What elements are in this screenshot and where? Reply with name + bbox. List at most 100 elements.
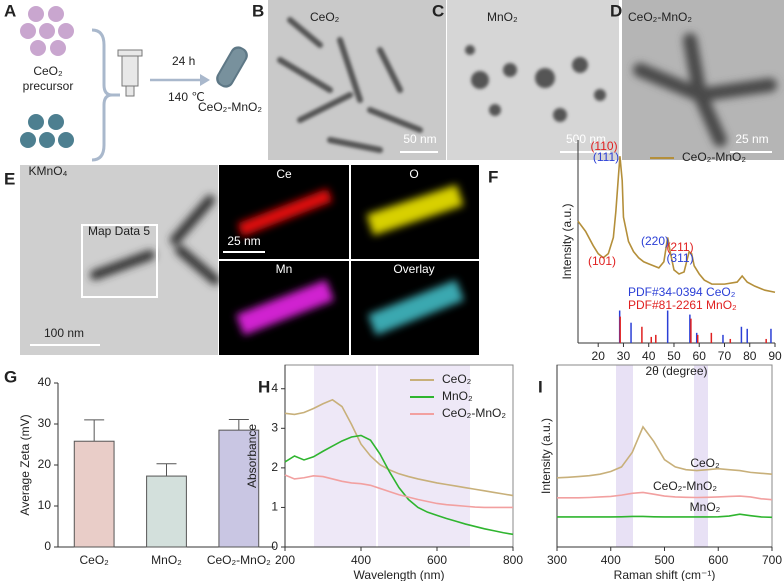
peak-label: (111) [593, 150, 619, 164]
x-tick-label: 300 [547, 553, 567, 567]
y-tick-label: 20 [38, 457, 52, 471]
scale-label: 500 nm [566, 132, 606, 146]
channel-label: Ce [276, 167, 292, 181]
bar [218, 429, 260, 548]
x-axis-label: Raman shift (cm⁻¹) [614, 568, 716, 581]
x-tick-label: 40 [642, 349, 656, 363]
panel-label: I [538, 377, 543, 396]
x-tick-label: 600 [708, 553, 728, 567]
micrograph-label: CeO₂ [310, 10, 340, 24]
plot-frame [556, 364, 773, 548]
x-tick-label: 80 [743, 349, 757, 363]
series-label: CeO₂ [690, 456, 720, 470]
series-line [577, 156, 776, 294]
shading [314, 365, 708, 547]
y-axis-label: Intensity (a.u.) [539, 418, 553, 494]
x-tick-label: 70 [718, 349, 732, 363]
panel-label: E [4, 169, 15, 188]
peak-label: (110) [590, 139, 617, 153]
x-tick-label: 200 [275, 553, 295, 567]
scale-label: 100 nm [44, 326, 84, 340]
legend-label: CeO₂-MnO₂ [442, 406, 506, 420]
x-axis-label: Wavelength (nm) [354, 568, 445, 581]
micrograph-d [622, 0, 784, 160]
y-tick-label: 4 [271, 381, 278, 395]
scale-label: 25 nm [735, 132, 768, 146]
panel-label: C [432, 1, 444, 20]
error-bar [156, 463, 177, 477]
x-tick-label: 30 [617, 349, 631, 363]
precursor-label: precursor [23, 79, 74, 93]
series-label: MnO₂ [690, 500, 721, 514]
product-label: CeO₂-MnO₂ [198, 100, 262, 114]
y-tick-label: 3 [271, 420, 278, 434]
x-tick-label: 50 [667, 349, 681, 363]
precursor-label: CeO₂ [33, 64, 63, 78]
reference-label: PDF#81-2261 MnO₂ [628, 298, 737, 312]
x-tick-label: 90 [768, 349, 782, 363]
series-line [284, 434, 514, 536]
error-bar [228, 418, 249, 431]
micrograph-b [268, 0, 446, 160]
panel-label: D [610, 1, 622, 20]
micrograph-label: MnO₂ [487, 10, 518, 24]
panel-label: F [488, 167, 498, 186]
bar [73, 440, 115, 548]
peak-label: (211) [666, 240, 693, 254]
y-tick-label: 10 [38, 498, 52, 512]
error-bar [84, 419, 105, 442]
series-line [557, 513, 773, 519]
y-tick-label: 30 [38, 416, 52, 430]
time-label: 24 h [172, 54, 195, 68]
x-tick-label: CeO₂-MnO₂ [207, 553, 271, 567]
x-tick-label: 800 [503, 553, 523, 567]
series-line [557, 491, 773, 501]
x-tick-label: 400 [351, 553, 371, 567]
peak-label: (311) [666, 251, 693, 265]
y-axis-label: Intensity (a.u.) [560, 203, 574, 279]
y-tick-label: 40 [38, 375, 52, 389]
x-tick-label: 400 [601, 553, 621, 567]
y-axis-label: Absorbance [245, 424, 259, 488]
panel-label: H [258, 377, 270, 396]
scale-label: 50 nm [403, 132, 436, 146]
reference-label: PDF#34-0394 CeO₂ [628, 285, 736, 299]
x-tick-label: MnO₂ [151, 553, 182, 567]
y-axis-label: Average Zeta (mV) [18, 414, 32, 515]
y-tick-label: 0 [271, 539, 278, 553]
mapping-images [20, 165, 479, 355]
channel-label: O [409, 167, 418, 181]
series-label: CeO₂-MnO₂ [653, 479, 717, 493]
temperature-label: 140 ℃ [168, 90, 205, 104]
legend-label: CeO₂-MnO₂ [682, 150, 746, 164]
x-tick-label: 600 [427, 553, 447, 567]
peak-label: (101) [588, 254, 616, 268]
micrograph-c [447, 0, 619, 160]
panel-label: A [4, 1, 16, 20]
panel-label: G [4, 367, 17, 386]
box-label: Map Data 5 [88, 224, 150, 238]
y-tick-label: 2 [271, 460, 278, 474]
channel-label: Mn [276, 262, 293, 276]
legend-label: MnO₂ [442, 389, 473, 403]
x-axis-label: 2θ (degree) [645, 364, 707, 378]
micrograph-label: CeO₂-MnO₂ [628, 10, 692, 24]
synthesis-scheme [20, 6, 248, 162]
x-tick-label: 20 [592, 349, 606, 363]
channel-label: Overlay [393, 262, 434, 276]
peak-label: (220) [641, 234, 669, 248]
series-line [284, 474, 513, 509]
legend-label: CeO₂ [442, 372, 472, 386]
x-tick-label: CeO₂ [79, 553, 109, 567]
y-tick-label: 1 [271, 500, 278, 514]
scale-label: 25 nm [227, 234, 260, 248]
series-line [284, 398, 514, 497]
bar [146, 475, 187, 548]
x-tick-label: 500 [654, 553, 674, 567]
x-tick-label: 700 [762, 553, 782, 567]
series-line [556, 425, 773, 479]
panel-label: B [252, 1, 264, 20]
x-tick-label: 60 [693, 349, 707, 363]
